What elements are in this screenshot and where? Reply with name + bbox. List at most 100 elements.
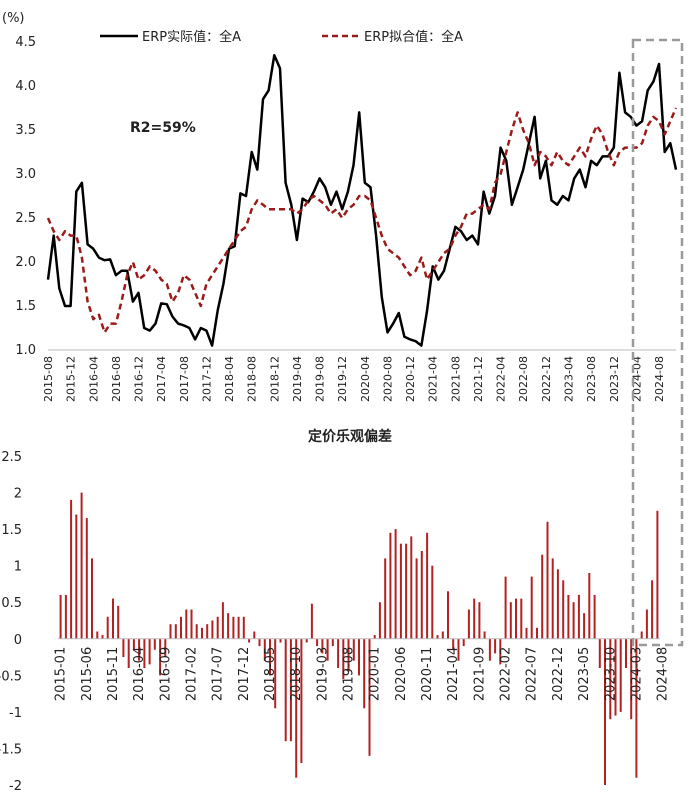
y-tick-label: 1.0 xyxy=(15,343,36,358)
y-tick-label: -1 xyxy=(9,706,22,721)
x-tick-label: 2015-01 xyxy=(54,647,69,701)
x-tick-label: 2016-04 xyxy=(132,647,147,701)
bar xyxy=(352,638,355,661)
bar xyxy=(420,551,423,639)
bar xyxy=(389,532,392,639)
x-tick-label: 2017-08 xyxy=(178,356,191,402)
legend: ERP实际值：全A ERP拟合值：全A xyxy=(100,29,463,45)
y-tick-label: 2.5 xyxy=(1,450,22,465)
x-tick-label: 2021-04 xyxy=(427,356,440,402)
bar xyxy=(614,638,617,716)
bar xyxy=(284,638,287,742)
x-tick-label: 2019-08 xyxy=(314,356,327,402)
bar xyxy=(536,627,538,639)
x-tick-label: 2022-08 xyxy=(517,356,530,402)
y-tick-label: 4.5 xyxy=(15,35,36,50)
x-tick-label: 2015-06 xyxy=(80,647,95,701)
bar xyxy=(169,624,172,639)
bar xyxy=(274,638,277,709)
x-tick-label: 2015-12 xyxy=(65,356,78,402)
x-tick-label: 2017-04 xyxy=(155,356,168,402)
x-tick-label: 2020-01 xyxy=(368,647,383,701)
bar xyxy=(378,602,381,639)
x-axis-ticks: 2015-08 2015-12 2016-04 2016-08 2016-12 2017-… xyxy=(42,356,666,402)
bar xyxy=(342,638,345,679)
bar xyxy=(405,543,408,639)
bar xyxy=(59,594,62,639)
bar xyxy=(619,638,622,712)
bar xyxy=(488,638,491,661)
x-tick-label: 2024-08 xyxy=(653,356,666,402)
bar xyxy=(331,638,334,647)
bar xyxy=(258,638,261,647)
y-axis-ticks: 1.0 1.5 2.0 2.5 3.0 3.5 4.0 4.5 xyxy=(15,35,36,358)
x-tick-label: 2016-09 xyxy=(158,647,173,701)
bar xyxy=(394,529,397,639)
x-tick-label: 2017-07 xyxy=(211,647,226,701)
bar xyxy=(195,624,198,639)
x-tick-label: 2019-08 xyxy=(342,647,357,701)
bar xyxy=(279,638,282,643)
bar xyxy=(159,638,162,676)
bar xyxy=(467,609,470,639)
bar xyxy=(148,638,151,665)
bar xyxy=(656,510,659,639)
bar xyxy=(457,638,460,661)
bar xyxy=(504,576,507,639)
legend-label-fitted: ERP拟合值：全A xyxy=(364,29,463,45)
bar xyxy=(263,638,266,661)
x-tick-label: 2018-08 xyxy=(246,356,259,402)
x-tick-label: 2016-04 xyxy=(87,356,100,402)
bar xyxy=(248,638,251,643)
bar xyxy=(321,638,324,654)
x-tick-label: 2021-09 xyxy=(472,647,487,701)
bar xyxy=(525,627,528,639)
bar xyxy=(80,492,83,639)
legend-label-actual: ERP实际值：全A xyxy=(142,29,241,45)
bar xyxy=(609,638,612,720)
bar xyxy=(410,536,413,639)
bar xyxy=(253,631,256,639)
x-tick-label: 2024-03 xyxy=(629,647,644,701)
bar xyxy=(447,591,449,639)
bar xyxy=(384,558,387,639)
r2-annotation: R2=59% xyxy=(130,120,196,136)
x-tick-label: 2023-04 xyxy=(563,356,576,402)
bar xyxy=(127,638,130,668)
series-lines xyxy=(46,53,678,347)
bar xyxy=(645,609,648,639)
bar xyxy=(289,638,292,742)
y-tick-label: 3.5 xyxy=(15,123,36,138)
x-tick-label: 2020-12 xyxy=(404,356,417,402)
bar xyxy=(625,638,627,668)
y-tick-label: -1.5 xyxy=(0,742,22,757)
x-tick-label: 2022-04 xyxy=(495,356,508,402)
bar xyxy=(70,499,73,639)
bar xyxy=(577,594,580,639)
bar xyxy=(651,580,654,639)
bar xyxy=(583,613,586,639)
x-tick-label: 2020-11 xyxy=(420,647,435,701)
y-axis-ticks: -2 -1.5 -1 -0.5 0 0.5 1 1.5 2 2.5 xyxy=(0,450,22,794)
bar xyxy=(478,602,481,639)
bar xyxy=(572,602,575,639)
bar xyxy=(227,613,230,639)
x-tick-label: 2023-12 xyxy=(608,356,621,402)
x-tick-label: 2017-12 xyxy=(237,647,252,701)
bar xyxy=(232,616,235,639)
bar xyxy=(106,616,109,639)
x-tick-label: 2015-08 xyxy=(42,356,55,402)
bar xyxy=(462,638,465,647)
x-tick-label: 2024-08 xyxy=(656,647,671,701)
x-tick-label: 2022-02 xyxy=(499,647,514,701)
bar xyxy=(630,638,633,720)
bar xyxy=(180,616,182,639)
bar xyxy=(326,638,329,661)
x-tick-label: 2020-06 xyxy=(394,647,409,701)
bar xyxy=(541,554,544,639)
bar xyxy=(96,631,99,639)
y-tick-label: -0.5 xyxy=(0,669,22,684)
bias-bar-chart: 定价乐观偏差 -2-1.5-1-0.500.511.522.5 2015-012… xyxy=(0,428,671,794)
bar xyxy=(190,609,193,639)
